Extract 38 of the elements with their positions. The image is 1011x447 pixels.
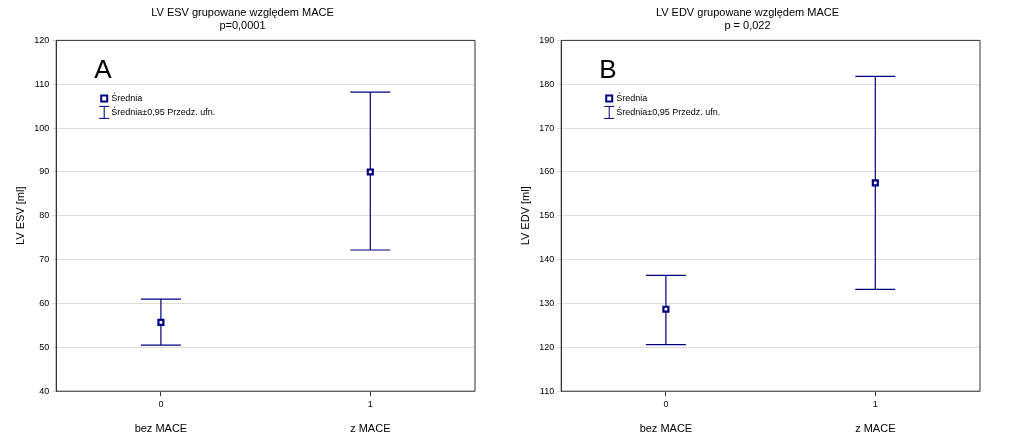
x-tick-label: 0	[158, 399, 164, 410]
y-tick-label: 100	[34, 122, 50, 133]
x-tick-label: 1	[872, 399, 878, 410]
y-tick-label: 90	[39, 166, 50, 177]
y-tick-label: 110	[34, 78, 50, 89]
y-tick-label: 140	[539, 254, 555, 265]
y-tick-label: 120	[34, 34, 50, 45]
text: bez MACE	[639, 422, 693, 435]
y-tick-label: 70	[39, 254, 50, 265]
annotation: Średnia±0,95 Przedz. ufn.	[616, 105, 721, 117]
legend-label: Średnia	[111, 91, 143, 103]
x-tick-label: 0	[663, 399, 669, 410]
text: bez MACE	[134, 422, 188, 435]
y-tick-label: 110	[539, 385, 555, 396]
annotation: B	[599, 53, 617, 84]
x-tick-label: 1	[367, 399, 373, 410]
y-tick-label: 160	[539, 166, 555, 177]
annotation: Średnia±0,95 Przedz. ufn.	[111, 105, 216, 117]
chart-title: LV ESV grupowane względem MACE	[151, 5, 334, 18]
text: z MACE	[855, 422, 896, 435]
annotation: A	[94, 53, 113, 84]
text: z MACE	[350, 422, 391, 435]
y-tick-label: 60	[39, 297, 50, 308]
y-axis-title: LV ESV [ml]	[13, 186, 26, 246]
y-tick-label: 40	[39, 385, 50, 396]
y-tick-label: 150	[539, 210, 555, 221]
chart-subtitle: p = 0,022	[724, 18, 771, 31]
y-tick-label: 180	[539, 78, 555, 89]
y-axis-title: LV EDV [ml]	[518, 186, 531, 246]
y-tick-label: 170	[539, 122, 555, 133]
chart-subtitle: p=0,0001	[219, 18, 266, 31]
y-tick-label: 130	[539, 297, 555, 308]
chart-title: LV EDV grupowane względem MACE	[655, 5, 840, 18]
legend-label: Średnia	[616, 91, 648, 103]
y-tick-label: 80	[39, 210, 50, 221]
y-tick-label: 120	[539, 341, 555, 352]
y-tick-label: 190	[539, 34, 555, 45]
y-tick-label: 50	[39, 341, 50, 352]
